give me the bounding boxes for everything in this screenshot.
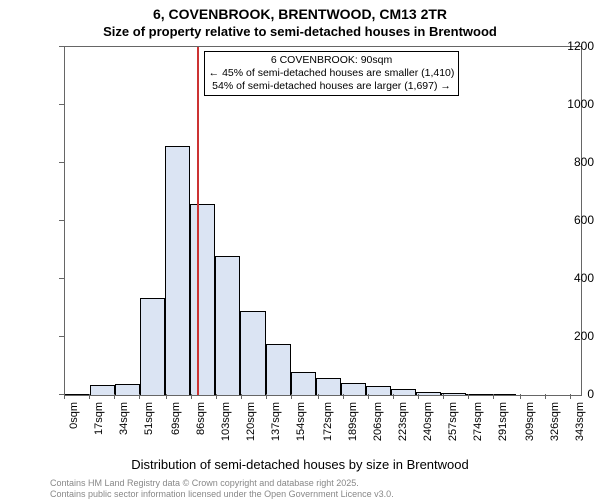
x-tick-label: 291sqm (497, 402, 509, 441)
annotation-line: 6 COVENBROOK: 90sqm (209, 54, 455, 67)
x-tick-label: 223sqm (397, 402, 409, 441)
histogram-bar (140, 298, 165, 395)
x-tick-mark (520, 394, 521, 399)
x-tick-mark (89, 394, 90, 399)
x-tick-mark (343, 394, 344, 399)
histogram-bar (466, 394, 491, 395)
x-tick-label: 206sqm (372, 402, 384, 441)
x-tick-label: 309sqm (524, 402, 536, 441)
x-tick-mark (266, 394, 267, 399)
histogram-bar (215, 256, 240, 395)
annotation-box: 6 COVENBROOK: 90sqm← 45% of semi-detache… (204, 51, 460, 96)
histogram-bar (115, 384, 140, 395)
x-axis-label: Distribution of semi-detached houses by … (0, 457, 600, 472)
x-tick-mark (493, 394, 494, 399)
y-tick-label: 600 (530, 213, 600, 227)
x-tick-mark (368, 394, 369, 399)
marker-line (197, 47, 199, 395)
x-tick-label: 34sqm (118, 402, 130, 435)
x-tick-label: 51sqm (143, 402, 155, 435)
y-tick-mark (59, 220, 64, 221)
x-tick-label: 137sqm (270, 402, 282, 441)
histogram-bar (90, 385, 115, 395)
x-tick-mark (418, 394, 419, 399)
histogram-bar (491, 394, 516, 395)
histogram-bar (366, 386, 391, 395)
y-tick-label: 1000 (530, 97, 600, 111)
x-tick-mark (545, 394, 546, 399)
y-tick-mark (59, 278, 64, 279)
histogram-bar (65, 394, 90, 395)
y-tick-mark (59, 46, 64, 47)
histogram-bar (190, 204, 215, 395)
histogram-bar (341, 383, 366, 395)
histogram-bar (416, 392, 441, 395)
x-tick-label: 240sqm (422, 402, 434, 441)
histogram-bar (391, 389, 416, 395)
x-tick-label: 172sqm (322, 402, 334, 441)
y-tick-label: 0 (530, 387, 600, 401)
x-tick-mark (393, 394, 394, 399)
histogram-bar (240, 311, 265, 395)
annotation-line: ← 45% of semi-detached houses are smalle… (209, 67, 455, 80)
x-tick-mark (139, 394, 140, 399)
x-tick-label: 257sqm (447, 402, 459, 441)
x-tick-mark (318, 394, 319, 399)
footer-line2: Contains public sector information licen… (50, 489, 394, 499)
y-tick-label: 1200 (530, 39, 600, 53)
x-tick-mark (216, 394, 217, 399)
chart-title-line1: 6, COVENBROOK, BRENTWOOD, CM13 2TR (0, 6, 600, 22)
plot-area: 6 COVENBROOK: 90sqm← 45% of semi-detache… (64, 46, 582, 396)
chart-title-line2: Size of property relative to semi-detach… (0, 24, 600, 39)
x-tick-mark (570, 394, 571, 399)
y-tick-mark (59, 336, 64, 337)
x-tick-label: 120sqm (245, 402, 257, 441)
histogram-bar (165, 146, 190, 395)
y-tick-mark (59, 104, 64, 105)
footer-line1: Contains HM Land Registry data © Crown c… (50, 478, 359, 488)
y-tick-label: 200 (530, 329, 600, 343)
x-tick-label: 0sqm (68, 402, 80, 429)
x-tick-label: 189sqm (347, 402, 359, 441)
y-tick-label: 800 (530, 155, 600, 169)
histogram-bar (441, 393, 466, 395)
x-tick-mark (191, 394, 192, 399)
histogram-chart: 6, COVENBROOK, BRENTWOOD, CM13 2TR Size … (0, 0, 600, 500)
histogram-bar (291, 372, 316, 395)
histogram-bar (266, 344, 291, 395)
x-tick-mark (166, 394, 167, 399)
x-tick-mark (291, 394, 292, 399)
histogram-bar (316, 378, 341, 395)
x-tick-mark (64, 394, 65, 399)
x-tick-label: 17sqm (93, 402, 105, 435)
x-tick-label: 103sqm (220, 402, 232, 441)
x-tick-label: 69sqm (170, 402, 182, 435)
x-tick-label: 86sqm (195, 402, 207, 435)
y-tick-mark (59, 162, 64, 163)
x-tick-label: 274sqm (472, 402, 484, 441)
y-tick-label: 400 (530, 271, 600, 285)
annotation-line: 54% of semi-detached houses are larger (… (209, 80, 455, 93)
x-tick-mark (241, 394, 242, 399)
x-tick-mark (468, 394, 469, 399)
x-tick-mark (443, 394, 444, 399)
x-tick-mark (114, 394, 115, 399)
x-tick-label: 343sqm (574, 402, 586, 441)
x-tick-label: 154sqm (295, 402, 307, 441)
x-tick-label: 326sqm (549, 402, 561, 441)
